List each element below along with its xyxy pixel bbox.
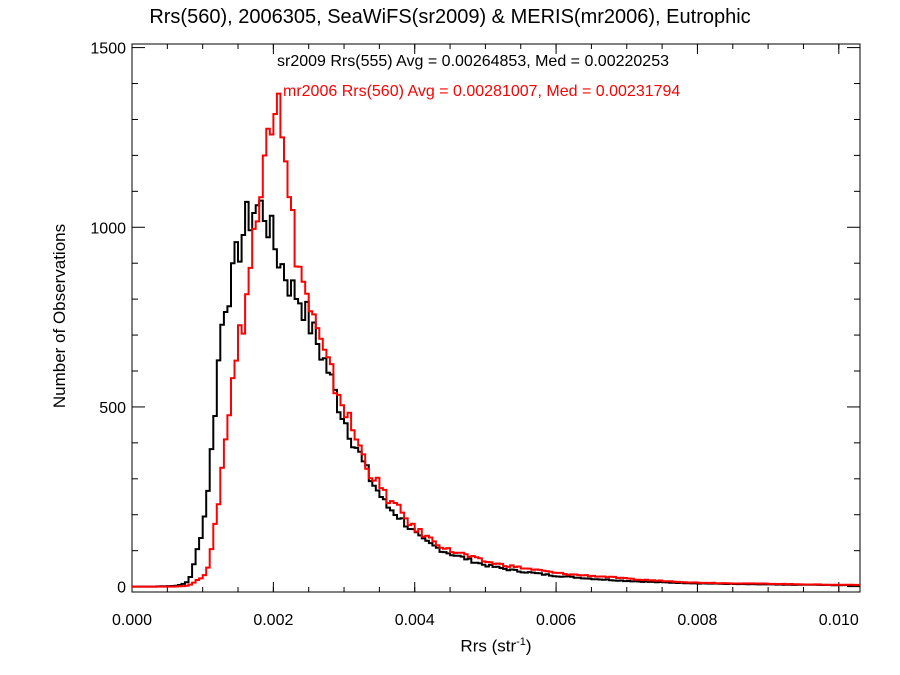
x-tick-label: 0.000: [112, 612, 152, 629]
series-group: [132, 92, 860, 588]
x-axis-label-suffix: ): [525, 636, 532, 656]
y-axis-label: Number of Observations: [50, 223, 69, 409]
y-tick-label: 1000: [90, 220, 126, 237]
histogram-series-2: [132, 92, 860, 588]
histogram-series-1: [132, 199, 860, 588]
annotation-mr2006: mr2006 Rrs(560) Avg = 0.00281007, Med = …: [283, 83, 681, 100]
x-tick-label: 0.010: [819, 612, 859, 629]
y-tick-label: 0: [117, 580, 126, 597]
y-tick-label: 1500: [90, 41, 126, 58]
chart-title: Rrs(560), 2006305, SeaWiFS(sr2009) & MER…: [149, 6, 751, 28]
axis-ticks: 0.000 0.002 0.004 0.006 0.008 0.010 0 500 1000 15…: [90, 41, 860, 629]
plot-frame: [131, 43, 861, 593]
x-tick-label: 0.006: [536, 612, 576, 629]
x-tick-label: 0.008: [677, 612, 717, 629]
x-axis-label: Rrs (str-1): [460, 636, 531, 657]
x-tick-label: 0.004: [395, 612, 435, 629]
annotation-sr2009: sr2009 Rrs(555) Avg = 0.00264853, Med = …: [277, 53, 669, 70]
x-axis-label-exponent: -1: [516, 636, 526, 648]
x-tick-label: 0.002: [253, 612, 293, 629]
y-tick-label: 500: [99, 400, 126, 417]
x-axis-label-text: Rrs (str: [460, 636, 517, 656]
